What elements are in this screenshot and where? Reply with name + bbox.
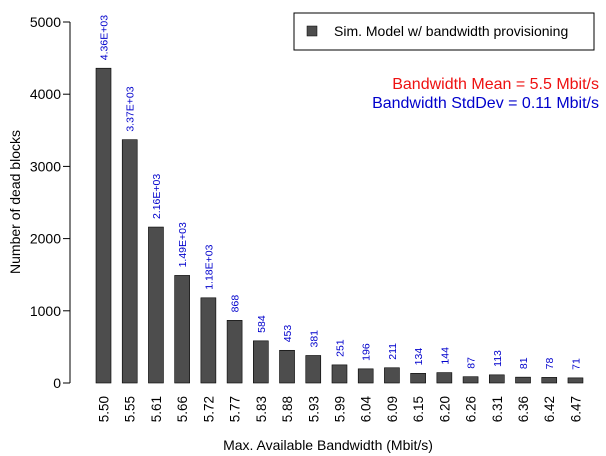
annotation-bandwidth-mean: Bandwidth Mean = 5.5 Mbit/s (392, 76, 599, 93)
legend: Sim. Model w/ bandwidth provisioning (293, 12, 595, 51)
x-tick-label-8: 5.93 (306, 396, 321, 422)
data-label-12: 134 (413, 348, 425, 366)
data-label-2: 2.16E+03 (151, 174, 163, 219)
bar-7 (279, 349, 295, 384)
data-label-10: 196 (361, 343, 373, 361)
data-label-14: 87 (466, 357, 478, 369)
legend-swatch (306, 25, 318, 37)
data-label-7: 453 (282, 325, 294, 343)
x-tick-label-2: 5.61 (149, 396, 164, 422)
x-tick-label-5: 5.77 (228, 396, 243, 422)
x-tick-label-1: 5.55 (123, 396, 138, 422)
bar-16 (515, 376, 531, 384)
data-label-16: 81 (518, 357, 530, 369)
bar-8 (305, 355, 322, 384)
data-label-8: 381 (308, 330, 320, 348)
bar-3 (174, 275, 190, 384)
bar-15 (488, 374, 505, 384)
y-axis: 0 1000 2000 3000 4000 5000 (30, 14, 71, 391)
bar-4 (200, 297, 217, 384)
y-axis-title: Number of dead blocks (7, 130, 23, 274)
data-label-0: 4.36E+03 (99, 15, 111, 60)
data-label-11: 211 (387, 343, 399, 360)
x-tick-label-6: 5.83 (254, 396, 269, 422)
y-tick-label-5: 5000 (30, 14, 61, 30)
bar-9 (331, 364, 348, 384)
annotation-bandwidth-stddev: Bandwidth StdDev = 0.11 Mbit/s (372, 95, 599, 112)
data-label-9: 251 (334, 339, 346, 357)
x-tick-label-0: 5.50 (97, 396, 112, 422)
data-label-18: 71 (570, 358, 582, 370)
x-tick-label-14: 6.26 (464, 396, 479, 422)
bar-6 (253, 340, 269, 384)
y-tick-label-4: 4000 (30, 86, 61, 102)
bar-0 (95, 67, 112, 384)
bar-5 (226, 320, 243, 384)
data-label-5: 868 (230, 295, 242, 313)
data-label-13: 144 (439, 347, 451, 365)
x-tick-label-10: 6.04 (359, 396, 374, 423)
x-tick-label-3: 5.66 (175, 396, 190, 422)
x-axis: 5.50 5.55 5.61 5.66 5.72 5.77 5.83 5.88 5.93 5.99… (97, 396, 584, 423)
bar-14 (462, 376, 479, 384)
bar-2 (148, 226, 164, 384)
bars (95, 67, 584, 384)
y-tick-label-1: 1000 (30, 303, 61, 319)
data-label-17: 78 (544, 358, 556, 370)
data-labels: 4.36E+03 3.37E+03 2.16E+03 1.49E+03 1.18E+03… (99, 15, 583, 370)
y-tick-label-0: 0 (53, 375, 61, 391)
x-tick-label-11: 6.09 (385, 396, 400, 422)
data-label-4: 1.18E+03 (203, 244, 215, 289)
x-tick-label-18: 6.47 (568, 396, 583, 422)
bar-12 (410, 373, 426, 384)
x-axis-title: Max. Available Bandwidth (Mbit/s) (223, 437, 433, 453)
x-tick-label-9: 5.99 (332, 396, 347, 422)
x-tick-label-16: 6.36 (516, 396, 531, 422)
y-tick-label-3: 3000 (30, 158, 61, 174)
x-tick-label-7: 5.88 (280, 396, 295, 422)
x-tick-label-15: 6.31 (490, 396, 505, 422)
bar-11 (384, 367, 400, 384)
bar-17 (541, 377, 558, 384)
y-tick-label-2: 2000 (30, 231, 61, 247)
x-tick-label-13: 6.20 (437, 396, 452, 422)
bar-1 (121, 139, 138, 384)
x-tick-label-4: 5.72 (201, 396, 216, 422)
data-label-15: 113 (492, 350, 504, 367)
data-label-1: 3.37E+03 (125, 86, 137, 131)
data-label-3: 1.49E+03 (177, 222, 189, 267)
legend-label: Sim. Model w/ bandwidth provisioning (334, 23, 568, 39)
bar-13 (436, 372, 453, 384)
bar-10 (357, 368, 374, 384)
x-tick-label-12: 6.15 (411, 396, 426, 422)
legend-box (293, 12, 595, 51)
data-label-6: 584 (256, 315, 268, 333)
bar-18 (567, 377, 584, 384)
x-tick-label-17: 6.42 (542, 396, 557, 422)
